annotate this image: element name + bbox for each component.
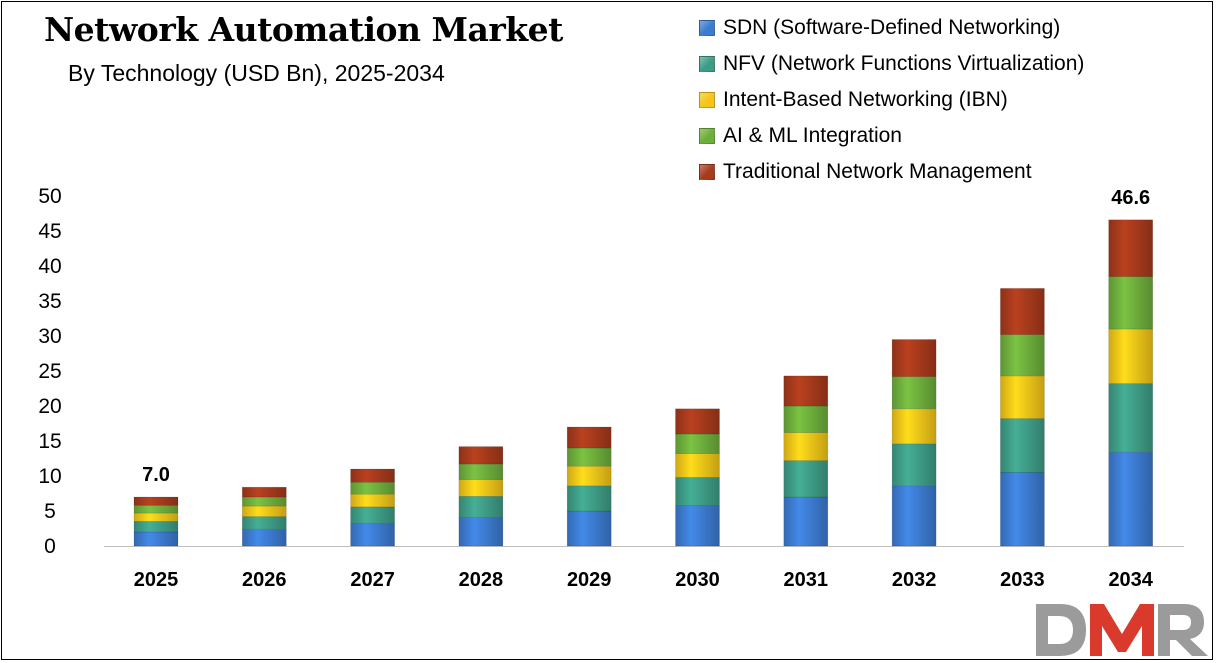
bar-segment bbox=[133, 531, 179, 547]
bar-segment bbox=[242, 505, 287, 517]
y-tick-label: 0 bbox=[44, 535, 56, 558]
bar-segment bbox=[350, 493, 395, 508]
bar-segment bbox=[1108, 451, 1153, 547]
bar-segment bbox=[350, 506, 395, 524]
bar-segment bbox=[1000, 334, 1045, 377]
bar-segment bbox=[566, 426, 612, 449]
bar-segment bbox=[783, 460, 829, 498]
y-tick-label: 25 bbox=[38, 360, 61, 383]
legend: SDN (Software-Defined Networking) NFV (Ne… bbox=[699, 10, 1084, 190]
data-label: 46.6 bbox=[1111, 187, 1150, 209]
x-tick-label: 2034 bbox=[1108, 569, 1153, 591]
bar-segment bbox=[1000, 472, 1045, 547]
bar-segment bbox=[675, 505, 720, 547]
bar-segment bbox=[675, 433, 720, 454]
chart-subtitle: By Technology (USD Bn), 2025-2034 bbox=[68, 60, 445, 86]
bar-segment bbox=[1000, 418, 1045, 473]
x-tick-label: 2029 bbox=[567, 569, 612, 591]
y-tick-label: 40 bbox=[38, 255, 61, 278]
bar-segment bbox=[350, 481, 395, 495]
bar-segment bbox=[350, 468, 395, 483]
bar-segment bbox=[458, 516, 504, 547]
bar-segment bbox=[242, 528, 287, 547]
bar-segment bbox=[1108, 219, 1153, 277]
legend-swatch bbox=[699, 164, 715, 180]
legend-swatch bbox=[699, 128, 715, 144]
legend-item: NFV (Network Functions Virtualization) bbox=[699, 46, 1084, 82]
bar-segment bbox=[1000, 288, 1045, 335]
bar-segment bbox=[891, 376, 937, 410]
bar-segment bbox=[133, 505, 179, 514]
legend-item: Traditional Network Management bbox=[699, 154, 1084, 190]
legend-swatch bbox=[699, 20, 715, 36]
x-tick-label: 2025 bbox=[134, 569, 179, 591]
y-tick-label: 5 bbox=[44, 500, 56, 523]
legend-label: Intent-Based Networking (IBN) bbox=[723, 88, 1008, 111]
legend-label: Traditional Network Management bbox=[723, 160, 1032, 183]
bar-segment bbox=[133, 521, 179, 533]
bar-segment bbox=[1108, 328, 1153, 384]
x-tick-label: 2027 bbox=[350, 569, 395, 591]
bar-segment bbox=[891, 408, 937, 445]
bar-segment bbox=[566, 485, 612, 512]
bar-segment bbox=[891, 339, 937, 377]
bar-segment bbox=[133, 512, 179, 522]
y-tick-label: 45 bbox=[38, 220, 61, 243]
y-tick-label: 15 bbox=[38, 430, 61, 453]
y-tick-label: 35 bbox=[38, 290, 61, 313]
legend-swatch bbox=[699, 92, 715, 108]
bar-segment bbox=[1108, 383, 1153, 453]
bar-segment bbox=[783, 432, 829, 461]
bar-segment bbox=[675, 408, 720, 435]
bar-segment bbox=[458, 479, 504, 497]
bar-segment bbox=[242, 496, 287, 507]
bar-segment bbox=[675, 453, 720, 478]
bar-segment bbox=[350, 523, 395, 547]
dmr-logo bbox=[1036, 604, 1208, 656]
legend-item: Intent-Based Networking (IBN) bbox=[699, 82, 1084, 118]
y-tick-label: 30 bbox=[38, 325, 61, 348]
legend-item: AI & ML Integration bbox=[699, 118, 1084, 154]
bar-segment bbox=[891, 485, 937, 547]
legend-label: NFV (Network Functions Virtualization) bbox=[723, 52, 1085, 75]
bar-segment bbox=[783, 496, 829, 547]
legend-label: SDN (Software-Defined Networking) bbox=[723, 16, 1061, 39]
legend-item: SDN (Software-Defined Networking) bbox=[699, 10, 1084, 46]
y-tick-label: 20 bbox=[38, 395, 61, 418]
x-tick-label: 2028 bbox=[459, 569, 504, 591]
bar-segment bbox=[783, 405, 829, 433]
x-tick-label: 2031 bbox=[784, 569, 829, 591]
chart-title: Network Automation Market bbox=[44, 10, 563, 49]
bar-segment bbox=[242, 486, 287, 498]
bar-segment bbox=[458, 463, 504, 480]
bar-segment bbox=[891, 443, 937, 487]
legend-label: AI & ML Integration bbox=[723, 124, 902, 147]
bar-segment bbox=[458, 495, 504, 518]
x-tick-label: 2026 bbox=[242, 569, 287, 591]
x-tick-label: 2033 bbox=[1000, 569, 1045, 591]
y-tick-label: 50 bbox=[38, 185, 61, 208]
x-tick-label: 2030 bbox=[675, 569, 720, 591]
bar-segment bbox=[1000, 375, 1045, 419]
bar-segment bbox=[566, 447, 612, 467]
bar-segment bbox=[566, 510, 612, 547]
bar-segment bbox=[1108, 276, 1153, 330]
bar-segment bbox=[458, 446, 504, 465]
y-tick-label: 10 bbox=[38, 465, 61, 488]
bar-segment bbox=[242, 516, 287, 530]
legend-swatch bbox=[699, 56, 715, 72]
x-tick-label: 2032 bbox=[892, 569, 937, 591]
bar-segment bbox=[783, 375, 829, 407]
bar-segment bbox=[566, 465, 612, 487]
data-label: 7.0 bbox=[142, 464, 170, 486]
bar-segment bbox=[133, 496, 179, 506]
bar-segment bbox=[675, 477, 720, 506]
